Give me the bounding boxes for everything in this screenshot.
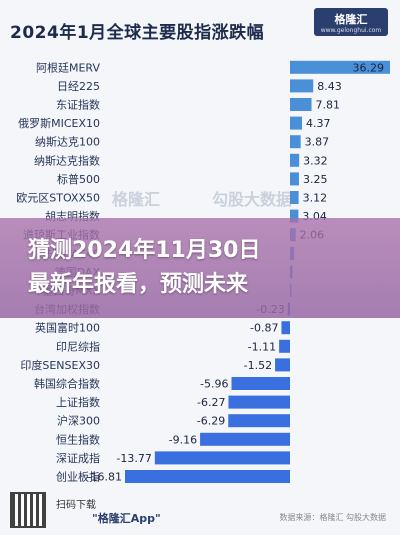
bar <box>290 116 303 130</box>
bar <box>290 191 299 204</box>
value-label: -0.87 <box>250 322 278 335</box>
value-label: -9.16 <box>169 433 197 446</box>
bar <box>290 79 314 93</box>
category-label: 印尼综指 <box>56 339 100 353</box>
value-label: -1.11 <box>248 340 276 353</box>
bar <box>290 98 312 111</box>
bar <box>290 135 301 149</box>
value-label: 36.29 <box>353 61 385 74</box>
category-label: 俄罗斯MICEX10 <box>18 117 100 130</box>
bar <box>228 414 290 428</box>
category-label: 上证指数 <box>56 395 100 409</box>
watermark-data: 勾股大数据 <box>212 190 293 209</box>
bar <box>290 60 390 74</box>
logo-sub-text: www.gelonghui.com <box>320 26 382 34</box>
value-label: -1.52 <box>244 359 272 372</box>
bar <box>231 377 290 390</box>
category-label: 纳斯达克指数 <box>34 153 100 167</box>
value-label: -13.77 <box>116 452 151 465</box>
category-label: 英国富时100 <box>35 321 100 335</box>
value-label: -16.81 <box>87 471 122 484</box>
value-label: 8.43 <box>317 80 342 93</box>
bar <box>290 172 299 186</box>
bar <box>279 339 290 353</box>
footer: 扫码下载 "格隆汇App" 数据来源：格隆汇 勾股大数据 <box>0 492 400 535</box>
brand-logo: 格隆汇 www.gelonghui.com <box>314 8 388 36</box>
category-label: 沪深300 <box>57 414 100 428</box>
value-label: 4.37 <box>306 117 331 130</box>
watermark-brand: 格隆汇 <box>112 190 161 209</box>
bar <box>200 432 290 446</box>
value-label: -6.29 <box>197 415 225 428</box>
overlay-banner: 猜测2024年11月30日 最新年报看，预测未来 <box>0 218 400 318</box>
category-label: 印度SENSEX30 <box>20 358 100 372</box>
category-label: 东证指数 <box>56 98 100 112</box>
category-label: 韩国综合指数 <box>34 377 100 391</box>
value-label: 7.81 <box>316 99 341 112</box>
category-label: 深证成指 <box>56 451 100 465</box>
category-label: 恒生指数 <box>56 432 100 446</box>
category-label: 阿根廷MERV <box>36 60 100 74</box>
value-label: 3.87 <box>305 136 330 149</box>
category-label: 欧元区STOXX50 <box>16 192 100 205</box>
footer-download-text: 扫码下载 <box>56 500 96 511</box>
footer-source: 数据来源：格隆汇 勾股大数据 <box>279 513 386 522</box>
value-label: 3.12 <box>303 192 328 205</box>
category-label: 纳斯达克100 <box>35 136 100 149</box>
value-label: -5.96 <box>200 378 228 391</box>
qr-code-icon[interactable] <box>10 492 46 528</box>
value-label: 3.25 <box>303 173 328 186</box>
bar <box>290 209 299 223</box>
logo-main-text: 格隆汇 <box>334 12 368 26</box>
chart-title: 2024年1月全球主要股指涨跌幅 <box>10 23 265 43</box>
bar <box>228 395 290 409</box>
bar <box>275 358 290 372</box>
value-label: 3.32 <box>303 154 328 167</box>
bar <box>154 451 290 465</box>
value-label: -6.27 <box>197 396 225 409</box>
bar <box>125 470 290 483</box>
banner-line-2: 最新年报看，预测未来 <box>28 272 249 297</box>
category-label: 日经225 <box>57 80 100 93</box>
bar <box>281 321 290 335</box>
category-label: 标普500 <box>57 172 100 186</box>
banner-line-1: 猜测2024年11月30日 <box>28 238 261 263</box>
category-label: 创业板指 <box>56 470 100 484</box>
bar <box>290 153 300 167</box>
footer-app-name: "格隆汇App" <box>92 512 161 525</box>
